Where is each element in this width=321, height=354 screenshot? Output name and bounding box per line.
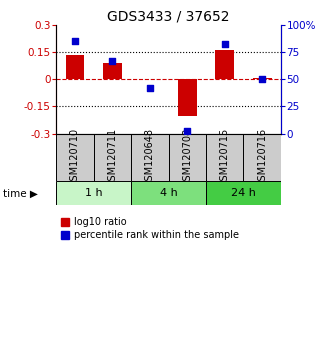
Point <box>72 38 77 44</box>
FancyBboxPatch shape <box>131 133 169 181</box>
Point <box>147 85 152 91</box>
Title: GDS3433 / 37652: GDS3433 / 37652 <box>107 10 230 24</box>
Point <box>110 58 115 63</box>
Bar <box>65 55 84 79</box>
FancyBboxPatch shape <box>243 133 281 181</box>
FancyBboxPatch shape <box>131 181 206 205</box>
Text: GSM120716: GSM120716 <box>257 128 267 187</box>
FancyBboxPatch shape <box>56 133 94 181</box>
Bar <box>103 63 122 79</box>
Text: time ▶: time ▶ <box>3 188 38 198</box>
Bar <box>178 79 196 116</box>
Point <box>260 76 265 82</box>
Text: GSM120710: GSM120710 <box>70 128 80 187</box>
Legend: log10 ratio, percentile rank within the sample: log10 ratio, percentile rank within the … <box>61 217 239 240</box>
Bar <box>215 50 234 79</box>
Text: 1 h: 1 h <box>85 188 102 198</box>
FancyBboxPatch shape <box>94 133 131 181</box>
Text: 24 h: 24 h <box>231 188 256 198</box>
Text: GSM120708: GSM120708 <box>182 128 192 187</box>
Text: GSM120711: GSM120711 <box>107 128 117 187</box>
Bar <box>253 78 272 79</box>
Point <box>222 41 227 47</box>
Text: GSM120648: GSM120648 <box>145 128 155 187</box>
Text: 4 h: 4 h <box>160 188 178 198</box>
FancyBboxPatch shape <box>56 181 131 205</box>
FancyBboxPatch shape <box>206 133 243 181</box>
FancyBboxPatch shape <box>169 133 206 181</box>
Point <box>185 129 190 134</box>
FancyBboxPatch shape <box>206 181 281 205</box>
Text: GSM120715: GSM120715 <box>220 128 230 187</box>
